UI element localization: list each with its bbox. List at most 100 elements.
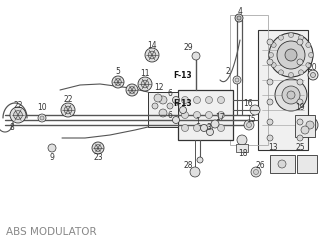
Circle shape xyxy=(278,70,284,75)
Circle shape xyxy=(115,79,121,85)
Circle shape xyxy=(297,79,303,85)
Circle shape xyxy=(297,119,303,125)
Circle shape xyxy=(278,35,284,40)
Bar xyxy=(148,92,178,127)
Text: 11: 11 xyxy=(140,70,150,78)
Circle shape xyxy=(180,107,187,114)
Circle shape xyxy=(250,105,260,115)
Text: 14: 14 xyxy=(147,41,157,49)
Circle shape xyxy=(253,169,259,174)
Circle shape xyxy=(141,80,149,88)
Text: 22: 22 xyxy=(63,96,73,104)
Circle shape xyxy=(194,112,201,119)
Circle shape xyxy=(267,135,273,141)
Circle shape xyxy=(48,144,56,152)
Circle shape xyxy=(277,41,305,69)
Circle shape xyxy=(194,125,201,132)
Circle shape xyxy=(308,53,314,58)
Text: 8: 8 xyxy=(10,124,14,132)
Circle shape xyxy=(205,112,212,119)
Circle shape xyxy=(172,96,180,103)
Circle shape xyxy=(233,76,241,84)
Circle shape xyxy=(310,72,316,78)
Text: 9: 9 xyxy=(50,152,54,162)
Circle shape xyxy=(95,145,101,151)
Circle shape xyxy=(190,167,200,177)
Circle shape xyxy=(159,96,167,104)
Circle shape xyxy=(282,86,300,104)
Circle shape xyxy=(275,79,307,111)
Circle shape xyxy=(267,39,273,45)
Text: 12: 12 xyxy=(154,84,164,92)
Circle shape xyxy=(154,94,162,102)
Text: 26: 26 xyxy=(255,161,265,169)
Circle shape xyxy=(268,53,274,58)
Circle shape xyxy=(197,157,203,163)
Text: 3: 3 xyxy=(207,122,212,132)
Circle shape xyxy=(181,96,188,103)
Circle shape xyxy=(269,33,313,77)
Circle shape xyxy=(152,103,158,109)
Circle shape xyxy=(201,125,207,132)
Text: 6: 6 xyxy=(168,110,172,120)
Text: 2: 2 xyxy=(226,67,230,77)
Text: 25: 25 xyxy=(295,144,305,152)
Circle shape xyxy=(306,42,311,48)
Circle shape xyxy=(308,70,318,80)
Circle shape xyxy=(206,128,213,136)
Circle shape xyxy=(267,79,273,85)
Circle shape xyxy=(13,111,22,120)
Circle shape xyxy=(297,39,303,45)
Circle shape xyxy=(92,142,104,154)
Circle shape xyxy=(205,96,212,103)
Circle shape xyxy=(267,119,273,125)
Circle shape xyxy=(148,51,156,59)
Text: 29: 29 xyxy=(183,43,193,53)
Circle shape xyxy=(112,76,124,88)
Circle shape xyxy=(61,103,75,117)
Circle shape xyxy=(218,96,225,103)
Circle shape xyxy=(211,120,219,128)
Circle shape xyxy=(40,116,44,120)
Circle shape xyxy=(129,87,135,93)
Circle shape xyxy=(306,121,314,129)
Circle shape xyxy=(271,42,276,48)
Circle shape xyxy=(297,99,303,105)
Text: 18: 18 xyxy=(238,149,248,157)
Circle shape xyxy=(297,59,303,65)
Circle shape xyxy=(271,62,276,67)
Circle shape xyxy=(278,160,286,168)
Text: 13: 13 xyxy=(268,144,278,152)
Circle shape xyxy=(192,52,200,60)
Circle shape xyxy=(218,125,225,132)
Circle shape xyxy=(302,117,318,133)
Bar xyxy=(178,90,233,140)
Circle shape xyxy=(299,35,303,40)
Circle shape xyxy=(145,48,159,62)
Circle shape xyxy=(194,96,201,103)
Circle shape xyxy=(246,122,252,127)
Circle shape xyxy=(138,77,152,91)
Circle shape xyxy=(287,91,295,99)
Text: 19: 19 xyxy=(295,103,305,113)
Text: 17: 17 xyxy=(215,114,225,122)
Bar xyxy=(230,15,268,145)
Circle shape xyxy=(218,112,225,119)
Text: 4: 4 xyxy=(237,7,243,17)
Circle shape xyxy=(237,16,241,20)
Circle shape xyxy=(267,59,273,65)
Text: 16: 16 xyxy=(243,98,253,108)
Circle shape xyxy=(167,103,173,109)
Circle shape xyxy=(38,114,46,122)
Circle shape xyxy=(181,125,188,132)
Circle shape xyxy=(64,106,72,114)
Text: 15: 15 xyxy=(246,114,256,124)
Bar xyxy=(295,115,315,137)
Bar xyxy=(270,155,295,173)
Circle shape xyxy=(251,167,261,177)
Circle shape xyxy=(289,32,293,37)
Circle shape xyxy=(285,49,297,61)
Text: 20: 20 xyxy=(307,64,317,72)
Bar xyxy=(297,155,317,173)
Text: 7: 7 xyxy=(175,98,180,108)
